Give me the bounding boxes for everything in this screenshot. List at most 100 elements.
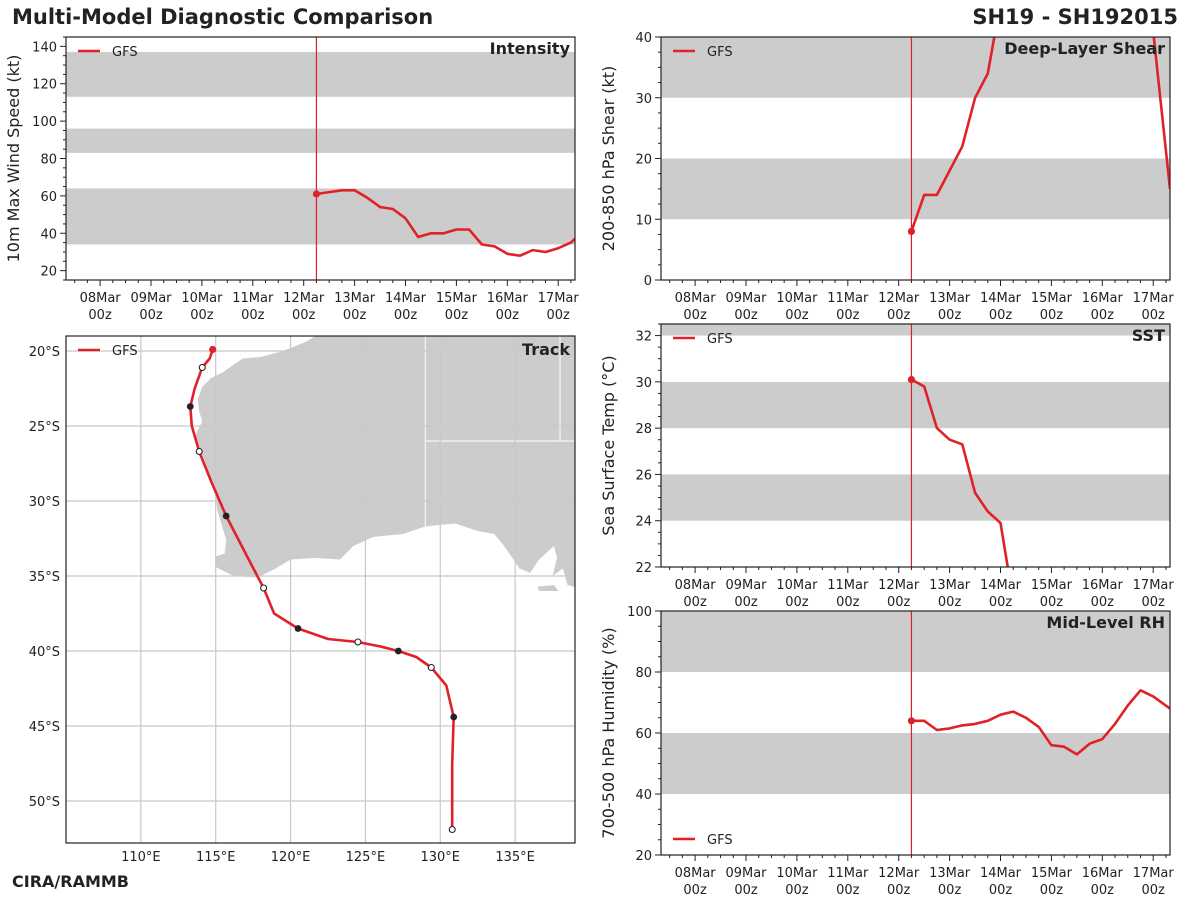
rh-xtick-label-11Mar: 11Mar	[827, 866, 869, 881]
track-lon-label-120: 120°E	[271, 850, 311, 865]
sst-xtick-sublabel-12Mar: 00z	[887, 595, 911, 610]
rh-ytick-label-80: 80	[635, 666, 652, 681]
intensity-xtick-label-08Mar: 08Mar	[80, 291, 122, 306]
intensity-xtick-label-17Mar: 17Mar	[538, 291, 580, 306]
rh-xtick-label-17Mar: 17Mar	[1133, 866, 1175, 881]
rh-xtick-label-10Mar: 10Mar	[776, 866, 818, 881]
shear-band-1	[661, 37, 1170, 98]
sst-init-point	[907, 375, 916, 384]
credit-label: CIRA/RAMMB	[12, 872, 129, 891]
sst-ytick-label-22: 22	[635, 561, 652, 576]
intensity-xtick-label-15Mar: 15Mar	[436, 291, 478, 306]
sst-xtick-sublabel-17Mar: 00z	[1142, 595, 1166, 610]
intensity-xtick-label-16Mar: 16Mar	[487, 291, 529, 306]
sst-xtick-sublabel-09Mar: 00z	[734, 595, 758, 610]
shear-xtick-label-08Mar: 08Mar	[675, 291, 717, 306]
intensity-ytick-label-120: 120	[32, 78, 57, 93]
shear-band-0	[661, 158, 1170, 220]
sst-xtick-sublabel-11Mar: 00z	[836, 595, 860, 610]
shear-xtick-sublabel-16Mar: 00z	[1091, 308, 1115, 323]
rh-xtick-sublabel-09Mar: 00z	[734, 883, 758, 898]
track-marker-14	[354, 638, 362, 646]
intensity-ytick-label-100: 100	[32, 115, 57, 130]
rh-ytick-label-40: 40	[635, 788, 652, 803]
intensity-xtick-sublabel-09Mar: 00z	[139, 308, 163, 323]
storm-id: SH19 - SH192015	[972, 5, 1178, 29]
track-lon-label-135: 135°E	[495, 850, 535, 865]
intensity-band-0	[66, 188, 575, 245]
track-legend-label: GFS	[112, 344, 138, 359]
rh-xtick-sublabel-10Mar: 00z	[785, 883, 809, 898]
track-series-gfs	[189, 349, 456, 830]
rh-xtick-sublabel-15Mar: 00z	[1040, 883, 1064, 898]
shear-title: Deep-Layer Shear	[1004, 39, 1165, 58]
intensity-xtick-label-12Mar: 12Mar	[283, 291, 325, 306]
shear-xtick-label-09Mar: 09Mar	[725, 291, 767, 306]
shear-series-gfs	[910, 37, 1170, 232]
sst-xtick-label-14Mar: 14Mar	[980, 578, 1022, 593]
track-marker-init	[209, 345, 217, 354]
track-lat-label--35: 35°S	[29, 570, 60, 585]
rh-xtick-label-13Mar: 13Mar	[929, 866, 971, 881]
rh-xtick-label-09Mar: 09Mar	[725, 866, 767, 881]
track-lat-label--40: 40°S	[29, 645, 60, 660]
intensity-ytick-label-20: 20	[40, 265, 57, 280]
track-marker-4	[186, 403, 194, 410]
rh-ytick-label-20: 20	[635, 849, 652, 864]
rh-xtick-sublabel-16Mar: 00z	[1091, 883, 1115, 898]
shear-xtick-label-11Mar: 11Mar	[827, 291, 869, 306]
track-marker-18	[427, 663, 435, 672]
sst-ylabel: Sea Surface Temp (°C)	[599, 355, 618, 535]
shear-ytick-label-40: 40	[635, 31, 652, 46]
intensity-xtick-label-14Mar: 14Mar	[385, 291, 427, 306]
shear-xtick-sublabel-13Mar: 00z	[938, 308, 962, 323]
shear-xtick-label-16Mar: 16Mar	[1082, 291, 1124, 306]
shear-xtick-sublabel-10Mar: 00z	[785, 308, 809, 323]
shear-xtick-sublabel-11Mar: 00z	[836, 308, 860, 323]
sst-xtick-label-09Mar: 09Mar	[725, 578, 767, 593]
shear-xtick-label-13Mar: 13Mar	[929, 291, 971, 306]
sst-xtick-label-13Mar: 13Mar	[929, 578, 971, 593]
track-lat-label--25: 25°S	[29, 420, 60, 435]
intensity-ytick-label-40: 40	[40, 227, 57, 242]
intensity-xtick-label-11Mar: 11Mar	[232, 291, 274, 306]
rh-series-gfs	[911, 688, 1170, 756]
track-lat-label--50: 50°S	[29, 795, 60, 810]
track-marker-2	[198, 363, 206, 372]
sst-title: SST	[1132, 326, 1165, 345]
rh-xtick-label-16Mar: 16Mar	[1082, 866, 1124, 881]
track-lat-label--20: 20°S	[29, 345, 60, 360]
sst-xtick-label-16Mar: 16Mar	[1082, 578, 1124, 593]
sst-frame	[660, 323, 1171, 568]
shear-ytick-label-0: 0	[644, 274, 652, 289]
shear-xtick-sublabel-17Mar: 00z	[1142, 308, 1166, 323]
intensity-xtick-sublabel-08Mar: 00z	[88, 308, 112, 323]
sst-ytick-label-28: 28	[635, 422, 652, 437]
sst-xtick-label-12Mar: 12Mar	[878, 578, 920, 593]
rh-xtick-label-08Mar: 08Mar	[675, 866, 717, 881]
intensity-xtick-label-10Mar: 10Mar	[181, 291, 223, 306]
track-lat-label--30: 30°S	[29, 495, 60, 510]
sst-xtick-label-08Mar: 08Mar	[675, 578, 717, 593]
shear-ytick-label-20: 20	[635, 153, 652, 168]
shear-ytick-label-30: 30	[635, 92, 652, 107]
rh-xtick-sublabel-13Mar: 00z	[938, 883, 962, 898]
rh-ytick-label-60: 60	[635, 727, 652, 742]
rh-init-point	[907, 717, 916, 725]
rh-xtick-label-15Mar: 15Mar	[1031, 866, 1073, 881]
track-marker-10	[260, 584, 268, 592]
intensity-legend-label: GFS	[112, 45, 138, 60]
shear-init-point	[907, 227, 916, 235]
sst-xtick-label-17Mar: 17Mar	[1133, 578, 1175, 593]
intensity-xtick-sublabel-12Mar: 00z	[292, 308, 316, 323]
sst-xtick-sublabel-13Mar: 00z	[938, 595, 962, 610]
sst-band-0	[661, 474, 1170, 521]
track-lon-label-110: 110°E	[121, 850, 161, 865]
shear-xtick-label-10Mar: 10Mar	[776, 291, 818, 306]
kangaroo-island	[537, 585, 559, 591]
shear-xtick-sublabel-15Mar: 00z	[1040, 308, 1064, 323]
shear-xtick-sublabel-09Mar: 00z	[734, 308, 758, 323]
sst-xtick-sublabel-16Mar: 00z	[1091, 595, 1115, 610]
shear-xtick-label-15Mar: 15Mar	[1031, 291, 1073, 306]
rh-ylabel: 700-500 hPa Humidity (%)	[599, 627, 618, 838]
